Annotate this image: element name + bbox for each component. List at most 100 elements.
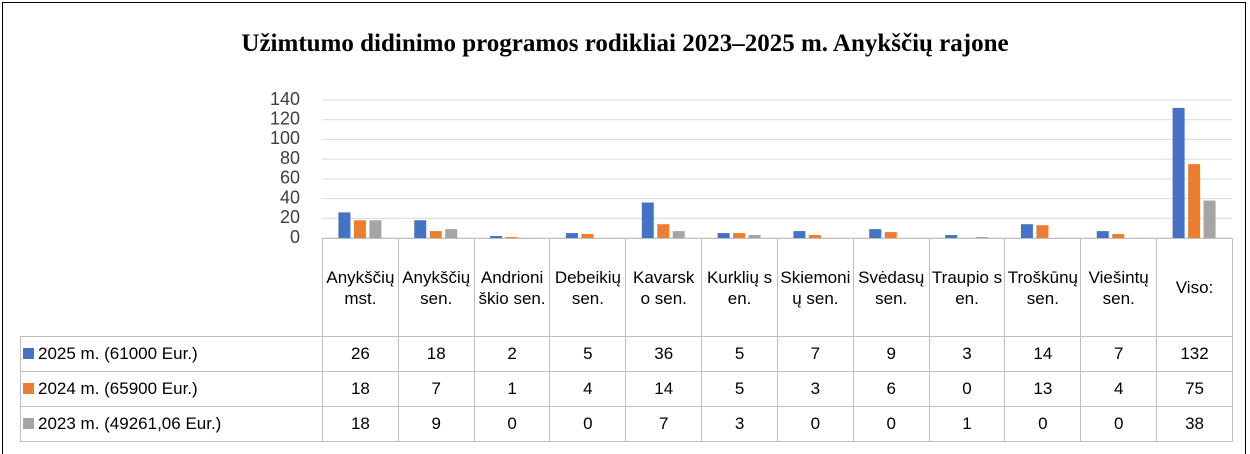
- data-label: 9: [852, 336, 930, 372]
- bar: [657, 224, 670, 238]
- data-label: 7: [625, 406, 703, 442]
- bar: [429, 231, 442, 238]
- data-label: 9: [397, 406, 475, 442]
- data-label: 0: [928, 371, 1006, 407]
- x-tick-label: Troškūnų sen.: [1004, 238, 1082, 337]
- bar: [1172, 107, 1185, 238]
- data-label: 2: [473, 336, 551, 372]
- data-label: 5: [701, 371, 778, 407]
- bar: [445, 229, 458, 238]
- bar: [1203, 200, 1216, 238]
- bar: [733, 233, 746, 238]
- data-label: 1: [473, 371, 551, 407]
- data-label: 4: [549, 371, 627, 407]
- chart-title: Užimtumo didinimo programos rodikliai 20…: [241, 30, 1009, 57]
- bar: [641, 202, 654, 238]
- data-label: 0: [776, 406, 854, 442]
- data-label: 0: [1004, 406, 1082, 442]
- y-tick-label: 120: [270, 108, 300, 128]
- bar: [1112, 234, 1125, 238]
- x-tick-label: Skiemonių sen.: [776, 238, 854, 337]
- bar: [414, 220, 427, 238]
- data-label: 26: [322, 336, 399, 372]
- x-tick-label: Anykščių mst.: [322, 238, 399, 337]
- data-label: 36: [625, 336, 703, 372]
- data-label: 4: [1080, 371, 1158, 407]
- y-tick-label: 0: [290, 227, 300, 247]
- bar: [490, 236, 503, 238]
- data-label: 5: [701, 336, 778, 372]
- bar: [1188, 164, 1201, 238]
- corner-cell: [20, 238, 323, 337]
- bar: [808, 235, 821, 238]
- x-tick-label: Viešintų sen.: [1080, 238, 1158, 337]
- data-label: 18: [397, 336, 475, 372]
- y-tick-label: 40: [280, 187, 300, 207]
- legend-label: 2023 m. (49261,06 Eur.): [38, 414, 222, 433]
- bar: [1036, 225, 1049, 238]
- bar: [565, 233, 578, 238]
- bar: [672, 231, 685, 238]
- bar: [338, 212, 351, 238]
- x-tick-label: Traupio sen.: [928, 238, 1006, 337]
- data-label: 7: [1080, 336, 1158, 372]
- y-tick-label: 140: [270, 89, 300, 109]
- data-label: 3: [776, 371, 854, 407]
- legend-key: [23, 418, 34, 429]
- bar: [748, 235, 761, 238]
- x-tick-label: Kavarsko sen.: [625, 238, 703, 337]
- bar: [884, 232, 897, 238]
- bar: [353, 220, 366, 238]
- legend-entry: 2023 m. (49261,06 Eur.): [20, 406, 323, 442]
- header-row: Anykščių mst. Anykščių sen. Andrioniškio s…: [20, 238, 1233, 337]
- y-tick-label: 100: [270, 128, 300, 148]
- data-label: 7: [776, 336, 854, 372]
- data-label: 0: [473, 406, 551, 442]
- legend-entry: 2025 m. (61000 Eur.): [20, 336, 323, 372]
- y-tick-label: 60: [280, 168, 300, 188]
- bar: [1096, 231, 1109, 238]
- bar: [717, 233, 730, 238]
- x-tick-label: Andrioniškio sen.: [473, 238, 551, 337]
- bar: [869, 229, 882, 238]
- data-label: 0: [852, 406, 930, 442]
- data-label: 3: [928, 336, 1006, 372]
- data-label: 13: [1004, 371, 1082, 407]
- data-label: 1: [928, 406, 1006, 442]
- y-tick-label: 20: [280, 207, 300, 227]
- x-tick-label: Anykščių sen.: [397, 238, 475, 337]
- legend-key: [23, 383, 34, 394]
- bar: [793, 231, 806, 238]
- table-row: 2025 m. (61000 Eur.) 26 18 2 5 36 5 7 9 3 14 7 132: [20, 336, 1233, 372]
- data-table: Anykščių mst. Anykščių sen. Andrioniškio s…: [20, 238, 1233, 442]
- bar: [1020, 224, 1033, 238]
- data-label: 38: [1156, 406, 1233, 442]
- data-label: 0: [1080, 406, 1158, 442]
- data-label: 0: [549, 406, 627, 442]
- data-label: 14: [1004, 336, 1082, 372]
- data-label: 18: [322, 371, 399, 407]
- legend-entry: 2024 m. (65900 Eur.): [20, 371, 323, 407]
- data-label: 14: [625, 371, 703, 407]
- data-label: 7: [397, 371, 475, 407]
- x-tick-label: Debeikių sen.: [549, 238, 627, 337]
- legend-label: 2024 m. (65900 Eur.): [38, 379, 198, 398]
- table-row: 2024 m. (65900 Eur.) 18 7 1 4 14 5 3 6 0 13 4 75: [20, 371, 1233, 407]
- legend-key: [23, 348, 34, 359]
- bar: [976, 237, 989, 238]
- data-label: 5: [549, 336, 627, 372]
- y-tick-label: 80: [280, 148, 300, 168]
- legend-label: 2025 m. (61000 Eur.): [38, 344, 198, 363]
- x-tick-label: Svėdasų sen.: [852, 238, 930, 337]
- table-row: 2023 m. (49261,06 Eur.) 18 9 0 0 7 3 0 0 1 0 0 38: [20, 406, 1233, 442]
- data-label: 132: [1156, 336, 1233, 372]
- data-label: 18: [322, 406, 399, 442]
- data-label: 6: [852, 371, 930, 407]
- bar: [369, 220, 382, 238]
- bar: [581, 234, 594, 238]
- bar: [505, 237, 518, 238]
- x-tick-label: Kurklių sen.: [701, 238, 778, 337]
- x-tick-label: Viso:: [1156, 238, 1233, 337]
